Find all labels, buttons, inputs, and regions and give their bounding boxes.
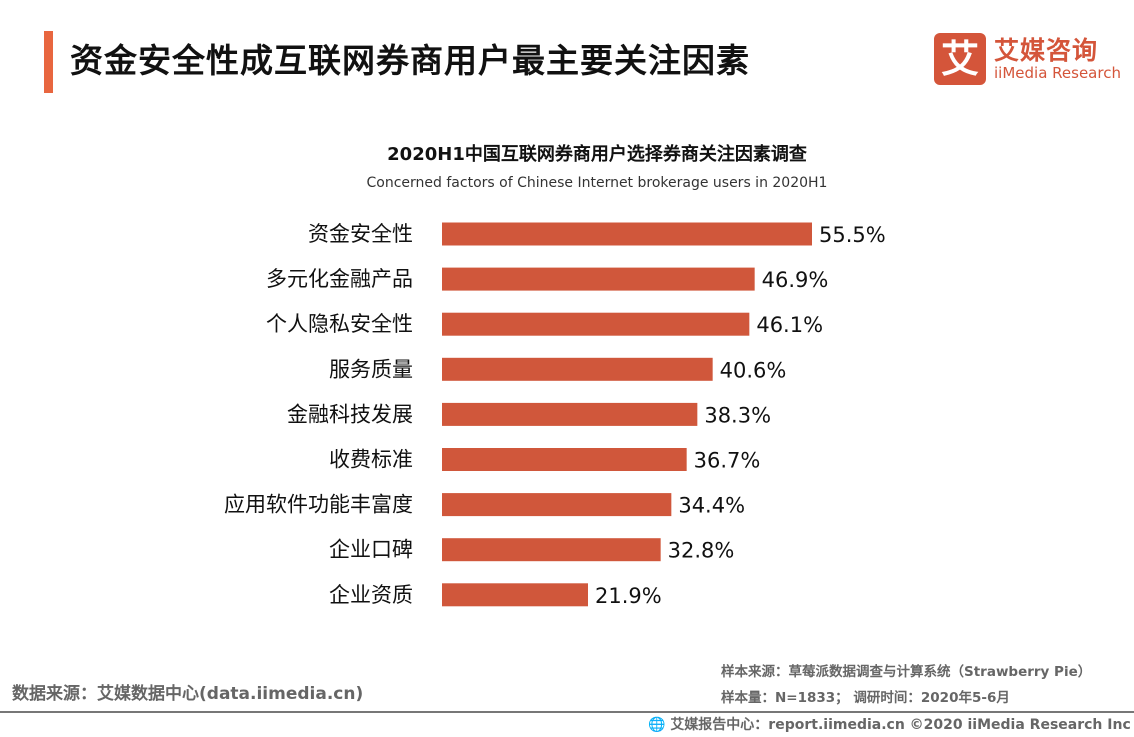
bar [442,267,755,291]
category-label: 多元化金融产品 [266,267,413,291]
chart-subtitle: Concerned factors of Chinese Internet br… [366,175,828,191]
value-label: 38.3% [704,403,771,427]
value-label: 55.5% [819,223,886,247]
data-source: 数据来源：艾媒数据中心(data.iimedia.cn) [12,684,364,704]
bar [442,402,698,426]
logo-mark: 艾 [934,33,986,85]
value-label: 40.6% [720,358,787,382]
logo-cn: 艾媒咨询 [994,36,1099,65]
bar [442,222,812,246]
category-label: 服务质量 [329,357,413,381]
page-title: 资金安全性成互联网券商用户最主要关注因素 [70,41,750,80]
globe-icon: 🌐 [648,717,671,733]
sample-size: 样本量：N=1833； 调研时间：2020年5-6月 [721,690,1010,706]
value-label: 46.1% [756,313,823,337]
footer-copyright: 🌐 艾媒报告中心：report.iimedia.cn ©2020 iiMedia… [648,714,1131,734]
title-accent-bar [44,31,53,93]
footer-divider [0,711,1134,713]
bar [442,448,687,471]
value-label: 21.9% [595,584,662,608]
value-label: 34.4% [678,494,745,518]
category-label: 资金安全性 [308,222,413,246]
category-label: 个人隐私安全性 [266,312,413,336]
category-label: 企业资质 [329,583,413,607]
iimedia-logo: 艾 艾媒咨询 iiMedia Research [934,33,1121,85]
chart-title: 2020H1中国互联网券商用户选择券商关注因素调查 [387,144,807,165]
bar [442,357,713,381]
copyright-text: 艾媒报告中心：report.iimedia.cn ©2020 iiMedia R… [670,717,1131,733]
bar [442,312,750,336]
category-label: 企业口碑 [329,538,413,562]
category-label: 收费标准 [329,448,413,472]
category-label: 应用软件功能丰富度 [224,493,413,517]
category-label: 金融科技发展 [287,402,413,426]
bar [442,583,588,607]
logo-en: iiMedia Research [994,64,1121,82]
value-label: 32.8% [668,539,735,563]
bar [442,538,661,562]
bar [442,493,672,517]
value-label: 36.7% [694,449,761,473]
sample-source: 样本来源：草莓派数据调查与计算系统（Strawberry Pie） [721,664,1092,680]
value-label: 46.9% [762,268,829,292]
